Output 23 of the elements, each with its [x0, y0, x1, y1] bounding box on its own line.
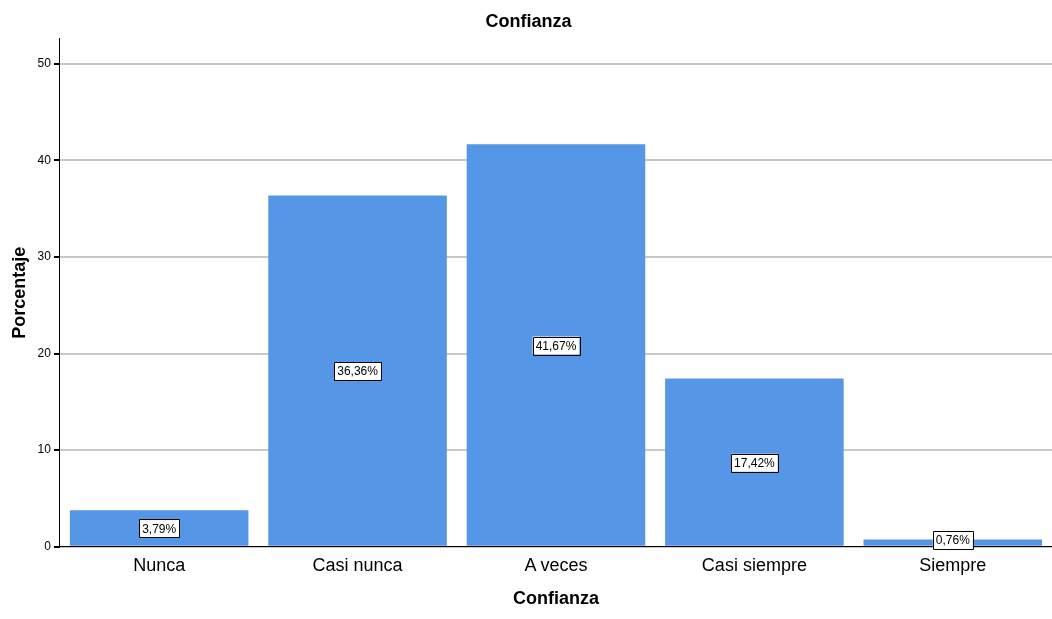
y-tick-label: 50	[37, 56, 52, 71]
data-label: 17,42%	[734, 455, 776, 470]
y-tick-label: 0	[44, 539, 52, 554]
data-label: 36,36%	[337, 364, 379, 379]
bar	[69, 510, 249, 546]
y-tick-label: 10	[37, 442, 52, 457]
y-tick-label: 20	[37, 345, 52, 360]
x-tick-label: Nunca	[133, 554, 187, 575]
data-label: 0,76%	[935, 533, 971, 548]
bar	[268, 195, 447, 546]
chart-title: Confianza	[485, 10, 573, 31]
x-tick-label: Siempre	[919, 554, 987, 575]
x-axis-title: Confianza	[512, 588, 600, 609]
x-tick-label: A veces	[524, 554, 588, 575]
bar	[665, 378, 844, 546]
y-axis-title: Porcentaje	[8, 246, 29, 339]
bar	[466, 144, 646, 546]
data-label: 41,67%	[535, 338, 577, 353]
y-tick-label: 30	[37, 249, 52, 264]
y-tick-label: 40	[37, 152, 52, 167]
data-label: 3,79%	[142, 521, 177, 536]
x-tick-label: Casi nunca	[312, 554, 404, 575]
x-tick-label: Casi siempre	[701, 554, 807, 575]
